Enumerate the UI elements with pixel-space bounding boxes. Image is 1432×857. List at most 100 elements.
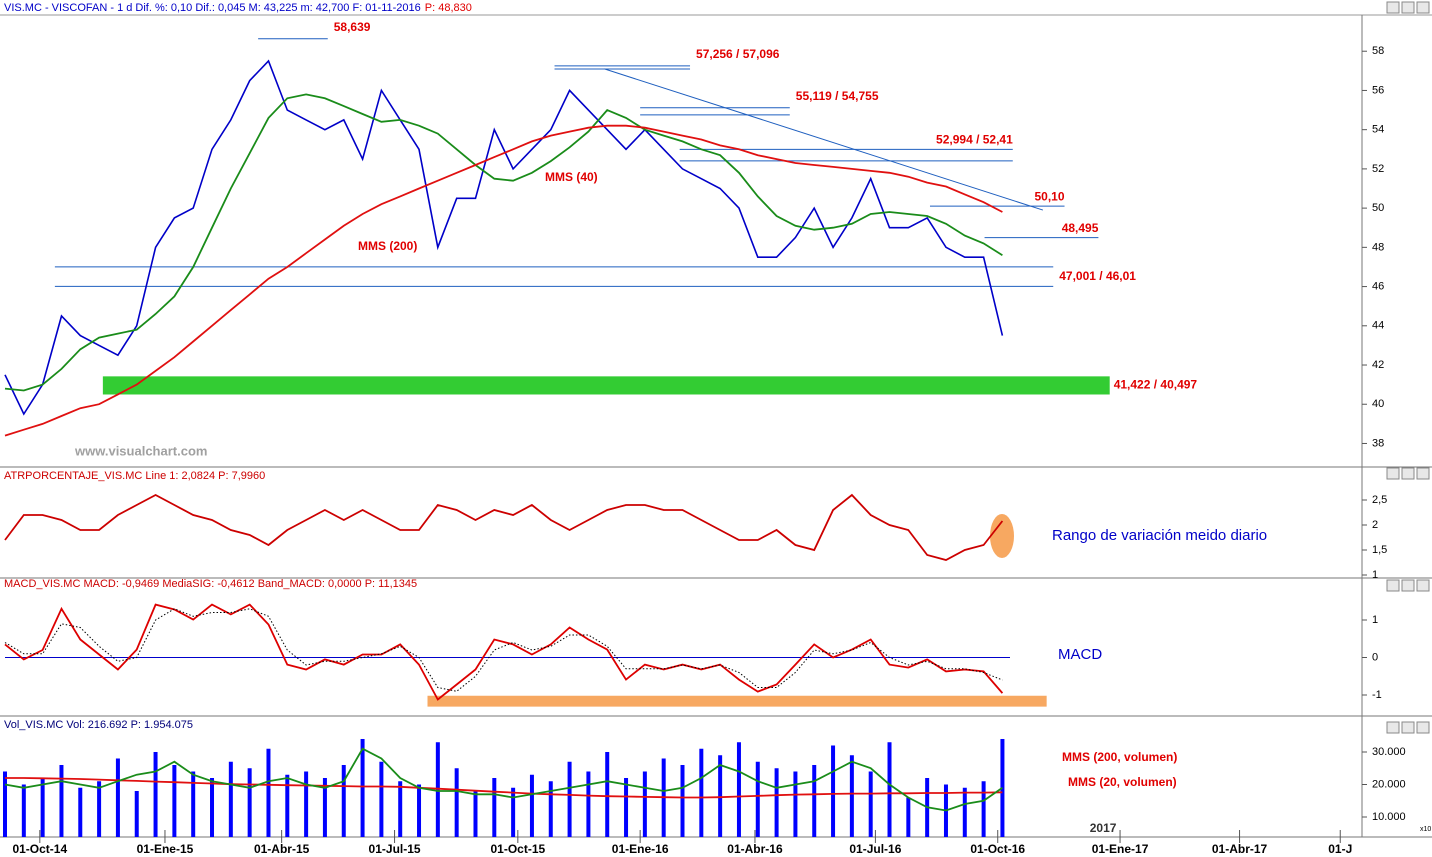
volume-bar xyxy=(586,771,591,837)
volume-bar xyxy=(266,748,271,837)
volume-bar xyxy=(115,758,120,837)
volume-bar xyxy=(210,777,215,837)
x-tick-label: 01-Jul-15 xyxy=(369,842,421,856)
volume-bar xyxy=(793,771,798,837)
series-line xyxy=(4,93,1003,392)
volume-bar xyxy=(78,787,83,837)
window-button xyxy=(1386,467,1400,480)
watermark: www.visualchart.com xyxy=(74,443,207,458)
series-label: MMS (40) xyxy=(545,170,598,184)
panel-title: Vol_VIS.MC Vol: 216.692 P: 1.954.075 xyxy=(4,719,193,731)
y-tick-label: 0 xyxy=(1372,651,1378,663)
x-tick-label: 01-Abr-17 xyxy=(1212,842,1268,856)
y-tick-label: 48 xyxy=(1372,241,1384,253)
x-tick-label: 01-Abr-16 xyxy=(727,842,783,856)
volume-bar xyxy=(755,761,760,837)
level-label: 52,994 / 52,41 xyxy=(936,133,1013,147)
unit-label: x10 xyxy=(1420,826,1431,833)
y-tick-label: 46 xyxy=(1372,280,1384,292)
volume-bar xyxy=(3,771,7,837)
volume-bar xyxy=(417,784,422,837)
y-tick-label: 1 xyxy=(1372,614,1378,626)
volume-bar xyxy=(59,764,64,837)
volume-bar xyxy=(40,777,45,837)
y-tick-label: 1,5 xyxy=(1372,544,1387,556)
level-label: 58,639 xyxy=(334,20,371,34)
x-tick-label: 01-Abr-15 xyxy=(254,842,310,856)
volume-bar xyxy=(831,745,836,837)
volume-bar xyxy=(97,781,102,837)
x-tick-label: 01-Oct-16 xyxy=(970,842,1025,856)
panel-title: VIS.MC - VISCOFAN - 1 d Dif. %: 0,10 Dif… xyxy=(4,2,421,14)
window-button xyxy=(1401,579,1415,592)
x-tick-label: 01-Oct-14 xyxy=(12,842,67,856)
y-tick-label: 52 xyxy=(1372,163,1384,175)
volume-bar xyxy=(736,742,741,837)
level-label: 50,10 xyxy=(1035,189,1065,203)
level-label: 47,001 / 46,01 xyxy=(1059,269,1136,283)
volume-bar xyxy=(887,742,892,837)
volume-bar xyxy=(435,742,440,837)
series-label: MMS (20, volumen) xyxy=(1068,775,1177,789)
volume-bar xyxy=(134,791,139,837)
volume-bar xyxy=(153,751,158,837)
series-label: MMS (200, volumen) xyxy=(1062,750,1177,764)
y-tick-label: -1 xyxy=(1372,689,1382,701)
volume-bar xyxy=(624,777,629,837)
window-button xyxy=(1386,1,1400,14)
level-label: 48,495 xyxy=(1062,221,1099,235)
window-button xyxy=(1416,579,1430,592)
volume-bar xyxy=(473,791,478,837)
window-button xyxy=(1386,721,1400,734)
level-label: 55,119 / 54,755 xyxy=(796,89,879,103)
y-tick-label: 44 xyxy=(1372,320,1384,332)
y-tick-label: 42 xyxy=(1372,359,1384,371)
volume-bar xyxy=(454,768,459,837)
window-button xyxy=(1416,1,1430,14)
volume-bar xyxy=(699,748,704,837)
y-tick-label: 50 xyxy=(1372,202,1384,214)
volume-bar xyxy=(548,781,553,837)
x-tick-label: 01-Ene-15 xyxy=(137,842,194,856)
volume-bar xyxy=(228,761,233,837)
series-label: MMS (200) xyxy=(358,239,417,253)
volume-bar xyxy=(21,784,26,837)
volume-bar xyxy=(247,768,252,837)
band xyxy=(102,376,1110,395)
volume-bar xyxy=(379,761,384,837)
volume-bar xyxy=(172,764,177,837)
annotation: MACD xyxy=(1058,646,1102,663)
y-tick-label: 38 xyxy=(1372,437,1384,449)
volume-bar xyxy=(341,764,346,837)
y-tick-label: 2,5 xyxy=(1372,494,1387,506)
series-line xyxy=(4,603,1004,701)
volume-bar xyxy=(642,771,647,837)
x-tick-label: 01-J xyxy=(1328,842,1352,856)
window-button xyxy=(1416,721,1430,734)
volume-bar xyxy=(360,738,365,837)
level-label: 57,256 / 57,096 xyxy=(696,47,780,61)
y-tick-label: 30.000 xyxy=(1372,746,1406,758)
volume-bar xyxy=(567,761,572,837)
volume-bar xyxy=(511,787,516,837)
volume-bar xyxy=(906,797,911,837)
annotation: Rango de variación meido diario xyxy=(1052,527,1267,544)
series-line xyxy=(4,124,1003,437)
y-tick-label: 56 xyxy=(1372,84,1384,96)
x-tick-label: 01-Oct-15 xyxy=(490,842,545,856)
volume-bar xyxy=(868,771,873,837)
volume-bar xyxy=(191,771,196,837)
window-button xyxy=(1401,721,1415,734)
series-line xyxy=(4,747,1003,812)
volume-bar xyxy=(398,781,403,837)
highlight xyxy=(990,514,1014,558)
volume-bar xyxy=(529,774,534,837)
band xyxy=(427,695,1047,707)
series-line xyxy=(4,493,1004,561)
y-tick-label: 1 xyxy=(1372,569,1378,581)
y-tick-label: 20.000 xyxy=(1372,778,1406,790)
panel-title: ATRPORCENTAJE_VIS.MC Line 1: 2,0824 P: 7… xyxy=(4,470,265,482)
volume-bar xyxy=(304,771,309,837)
